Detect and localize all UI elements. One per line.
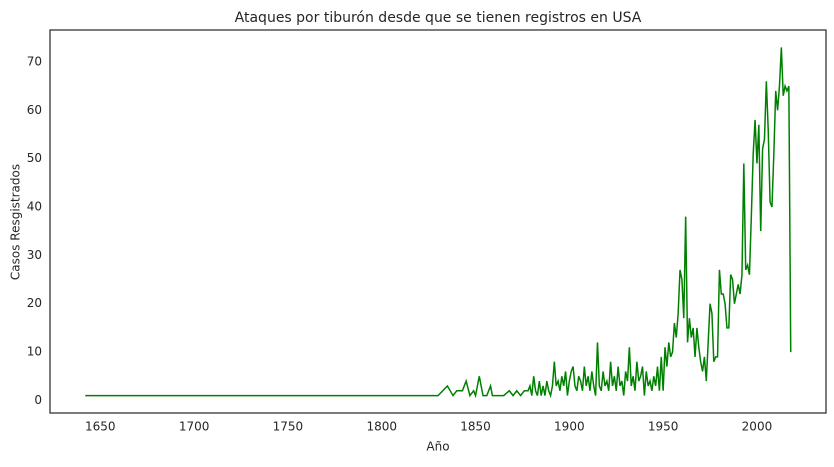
y-tick-label: 40 [27, 199, 42, 213]
data-line [85, 47, 792, 399]
x-tick-label: 1950 [648, 420, 679, 434]
y-axis-label: Casos Resgistrados [9, 164, 23, 280]
y-tick-label: 70 [27, 54, 42, 68]
y-tick-label: 30 [27, 248, 42, 262]
x-tick-label: 1900 [554, 420, 585, 434]
x-tick-label: 1700 [179, 420, 210, 434]
y-tick-label: 0 [34, 393, 42, 407]
x-axis-label: Año [426, 440, 449, 454]
chart-title: Ataques por tiburón desde que se tienen … [235, 10, 642, 26]
plot-frame [49, 29, 827, 414]
x-tick-label: 1800 [366, 420, 397, 434]
y-tick-label: 10 [27, 345, 42, 359]
y-tick-label: 20 [27, 296, 42, 310]
x-tick-label: 2000 [742, 420, 773, 434]
y-tick-label: 50 [27, 151, 42, 165]
x-tick-label: 1750 [273, 420, 304, 434]
y-tick-label: 60 [27, 103, 42, 117]
x-tick-label: 1850 [460, 420, 491, 434]
x-tick-label: 1650 [85, 420, 116, 434]
